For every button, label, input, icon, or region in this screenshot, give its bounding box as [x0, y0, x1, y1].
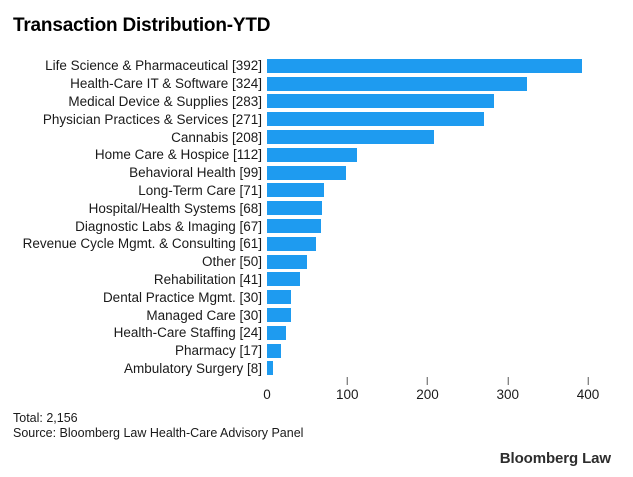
bar-track: [267, 183, 633, 198]
category-label: Medical Device & Supplies [283]: [68, 93, 262, 109]
bar-row: Managed Care [30]: [0, 306, 633, 324]
bar: [267, 236, 316, 251]
bar: [267, 76, 527, 91]
bar: [267, 58, 582, 73]
bar-chart: Life Science & Pharmaceutical [392] Healt…: [0, 57, 633, 377]
x-axis-tick: 200: [416, 377, 439, 402]
bar-row: Health-Care IT & Software [324]: [0, 75, 633, 93]
bar-track: [267, 272, 633, 287]
bar-row: Ambulatory Surgery [8]: [0, 360, 633, 378]
bar: [267, 308, 292, 323]
bar-track: [267, 361, 633, 376]
bar-row: Home Care & Hospice [112]: [0, 146, 633, 164]
bar: [267, 272, 300, 287]
x-axis-tick: 400: [576, 377, 600, 403]
category-label: Pharmacy [17]: [174, 343, 262, 359]
tick-mark: [587, 377, 589, 386]
bar: [267, 112, 485, 127]
bar-track: [267, 130, 633, 145]
bar-track: [267, 308, 633, 323]
bar: [267, 361, 274, 376]
category-label: Dental Practice Mgmt. [30]: [102, 289, 262, 305]
category-label: Life Science & Pharmaceutical [392]: [45, 58, 262, 74]
bar-track: [267, 94, 633, 109]
bar: [267, 254, 308, 269]
tick-label: 0: [263, 387, 271, 403]
category-label: Health-Care Staffing [24]: [113, 325, 262, 341]
chart-footer: Total: 2,156 Source: Bloomberg Law Healt…: [13, 411, 633, 441]
tick-label: 400: [576, 387, 600, 403]
chart-panel: Transaction Distribution-YTD Life Scienc…: [0, 15, 633, 477]
bar: [267, 165, 347, 180]
bar: [267, 147, 357, 162]
x-axis-tick: 100: [336, 377, 359, 402]
category-label: Other [50]: [201, 254, 262, 270]
bar-track: [267, 236, 633, 251]
tick-mark: [507, 377, 509, 386]
tick-mark: [346, 377, 348, 386]
bar-track: [267, 58, 633, 73]
bar-row: Other [50]: [0, 253, 633, 271]
bar-track: [267, 112, 633, 127]
bar: [267, 290, 292, 305]
bar-row: Long-Term Care [71]: [0, 182, 633, 200]
bar: [267, 325, 287, 340]
tick-label: 100: [335, 387, 359, 403]
category-label: Managed Care [30]: [146, 307, 262, 323]
x-axis-tick: 0: [263, 377, 271, 402]
category-label: Long-Term Care [71]: [138, 182, 262, 198]
bloomberg-law-logo: Bloomberg Law: [499, 450, 611, 467]
source-label: Source: Bloomberg Law Health-Care Adviso…: [13, 426, 304, 441]
bar: [267, 183, 324, 198]
bar-track: [267, 147, 633, 162]
bar: [267, 201, 322, 216]
chart-title: Transaction Distribution-YTD: [13, 15, 271, 36]
bar-row: Diagnostic Labs & Imaging [67]: [0, 217, 633, 235]
bar-track: [267, 219, 633, 234]
bar: [267, 130, 434, 145]
category-label: Revenue Cycle Mgmt. & Consulting [61]: [22, 236, 262, 252]
total-label: Total: 2,156: [13, 411, 78, 426]
bar: [267, 219, 321, 234]
tick-mark: [427, 377, 428, 386]
bar-row: Medical Device & Supplies [283]: [0, 93, 633, 111]
category-label: Cannabis [208]: [171, 129, 262, 145]
bar-track: [267, 254, 633, 269]
category-label: Ambulatory Surgery [8]: [123, 360, 262, 376]
bar-row: Health-Care Staffing [24]: [0, 324, 633, 342]
bar-track: [267, 325, 633, 340]
category-label: Diagnostic Labs & Imaging [67]: [75, 218, 262, 234]
category-label: Health-Care IT & Software [324]: [70, 76, 262, 92]
bar-row: Hospital/Health Systems [68]: [0, 199, 633, 217]
bar: [267, 343, 281, 358]
bar-track: [267, 290, 633, 305]
bar-track: [267, 76, 633, 91]
bar: [267, 94, 495, 109]
bar-row: Life Science & Pharmaceutical [392]: [0, 57, 633, 75]
category-label: Rehabilitation [41]: [153, 271, 262, 287]
tick-label: 300: [496, 387, 520, 403]
category-label: Hospital/Health Systems [68]: [88, 200, 262, 216]
category-label: Home Care & Hospice [112]: [94, 147, 262, 163]
tick-label: 200: [416, 387, 439, 403]
bar-row: Physician Practices & Services [271]: [0, 110, 633, 128]
bar-row: Behavioral Health [99]: [0, 164, 633, 182]
bar-row: Revenue Cycle Mgmt. & Consulting [61]: [0, 235, 633, 253]
x-axis: 0 100 200 300 400: [263, 377, 607, 404]
x-axis-tick: 300: [496, 377, 519, 402]
bar-track: [267, 343, 633, 358]
category-label: Behavioral Health [99]: [129, 165, 262, 181]
tick-mark: [266, 377, 267, 385]
bar-row: Pharmacy [17]: [0, 342, 633, 360]
bar-row: Rehabilitation [41]: [0, 271, 633, 289]
bar-row: Dental Practice Mgmt. [30]: [0, 288, 633, 306]
bar-track: [267, 165, 633, 180]
bar-track: [267, 201, 633, 216]
bar-row: Cannabis [208]: [0, 128, 633, 146]
category-label: Physician Practices & Services [271]: [42, 111, 262, 127]
